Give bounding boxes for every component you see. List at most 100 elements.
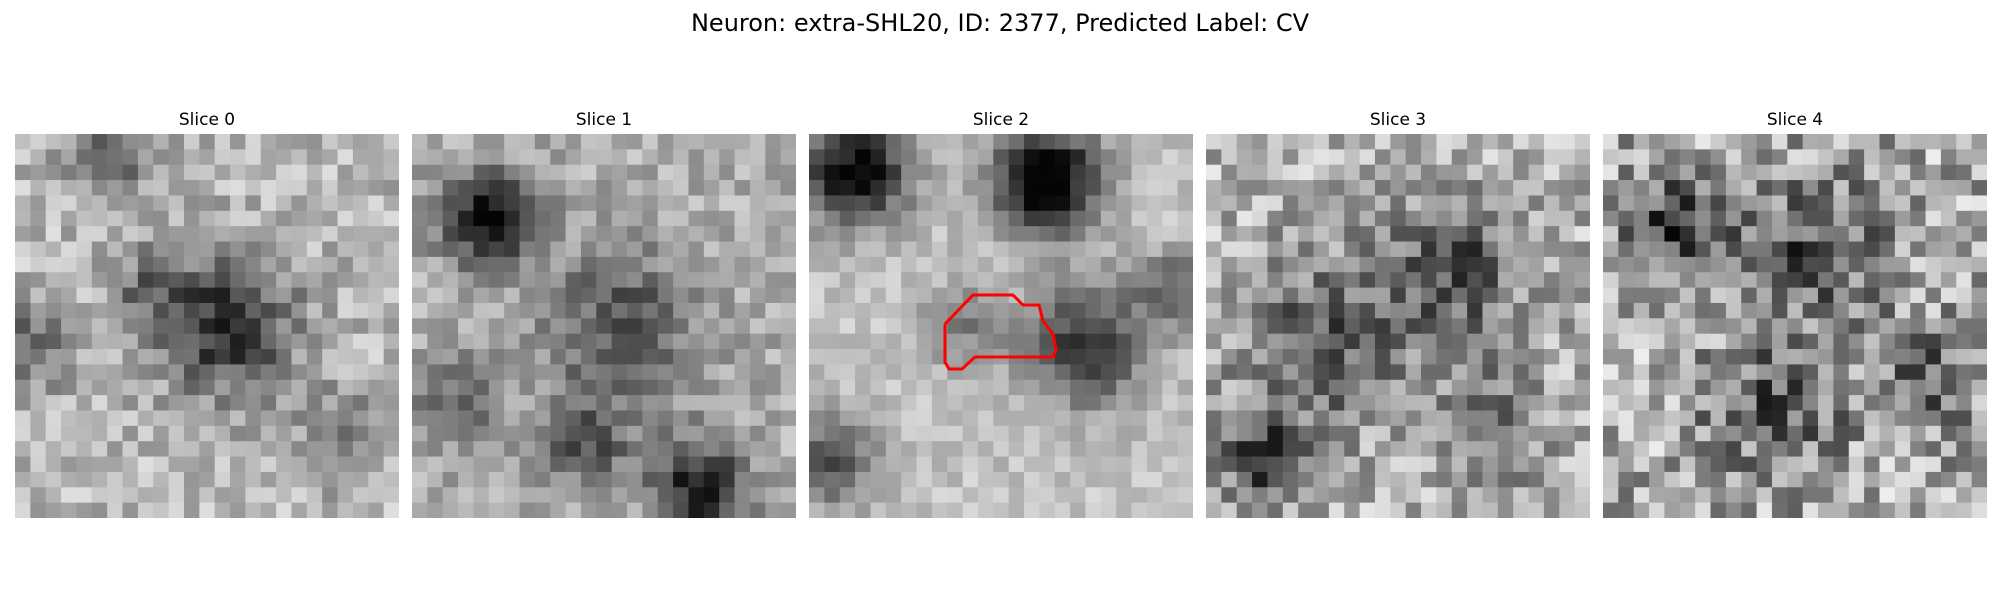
pixel [688,287,705,304]
pixel [245,349,262,365]
pixel [688,241,705,258]
pixel [1467,210,1483,227]
pixel [885,441,902,457]
pixel [870,149,887,166]
pixel [901,164,917,181]
pixel [642,349,659,365]
pixel [1910,333,1926,350]
pixel [765,456,782,473]
pixel [947,195,963,212]
pixel [1374,149,1391,166]
pixel [977,164,994,181]
pixel [504,210,520,227]
pixel [1008,272,1025,288]
pixel [627,318,643,335]
pixel [703,364,720,381]
pixel [337,226,354,242]
pixel [1756,134,1773,150]
pixel [91,287,108,304]
pixel [245,502,262,518]
pixel [1618,441,1635,457]
pixel [1221,195,1238,212]
pixel [91,302,108,319]
pixel [1497,502,1514,518]
pixel [1085,241,1102,258]
pixel [1771,318,1788,335]
pixel [993,302,1010,319]
pixel [1267,164,1284,181]
pixel [1695,456,1711,473]
pixel [168,164,185,181]
pixel [673,349,689,365]
pixel [1513,379,1529,396]
pixel [260,302,277,319]
pixel [1771,333,1788,350]
pixel [260,349,277,365]
pixel [61,364,77,381]
pixel [1879,364,1896,381]
pixel [703,180,720,196]
pixel [1039,149,1056,166]
pixel [137,425,154,442]
pixel [1267,241,1284,258]
pixel [1574,364,1590,381]
pixel [230,226,246,242]
pixel [1236,180,1253,196]
pixel [657,487,674,504]
pixel [688,195,705,212]
pixel [1633,241,1650,258]
pixel [458,134,474,150]
pixel [1818,272,1834,288]
pixel [1603,410,1619,427]
pixel [962,195,979,212]
pixel [1818,302,1834,319]
pixel [611,456,628,473]
pixel [550,256,566,273]
pixel [1054,180,1071,196]
pixel [1971,134,1987,150]
pixel [1879,410,1896,427]
pixel [688,441,705,457]
pixel [1971,487,1987,504]
pixel [1024,487,1040,504]
pixel [565,471,582,488]
pixel [688,364,705,381]
pixel [580,456,597,473]
pixel [153,395,169,411]
pixel [1116,471,1132,488]
pixel [1267,441,1284,457]
pixel [1206,164,1222,181]
pixel [1236,487,1253,504]
pixel [565,164,582,181]
pixel [1024,318,1040,335]
pixel [901,364,917,381]
pixel [1633,272,1650,288]
pixel [1802,318,1819,335]
pixel [1359,441,1376,457]
pixel [1085,134,1102,150]
pixel [30,410,47,427]
pixel [352,164,369,181]
pixel [1024,164,1040,181]
pixel [1177,180,1193,196]
pixel [1618,410,1635,427]
pixel [1910,287,1926,304]
pixel [627,210,643,227]
pixel [230,441,246,457]
pixel [1756,379,1773,396]
pixel [15,149,31,166]
pixel [322,287,338,304]
pixel [901,195,917,212]
pixel [107,364,123,381]
pixel [839,502,856,518]
pixel [1940,487,1957,504]
pixel [1252,456,1268,473]
pixel [1513,333,1529,350]
pixel [703,256,720,273]
pixel [916,287,933,304]
pixel [1725,287,1742,304]
pixel [734,425,751,442]
pixel [627,471,643,488]
pixel [230,287,246,304]
pixel [688,318,705,335]
